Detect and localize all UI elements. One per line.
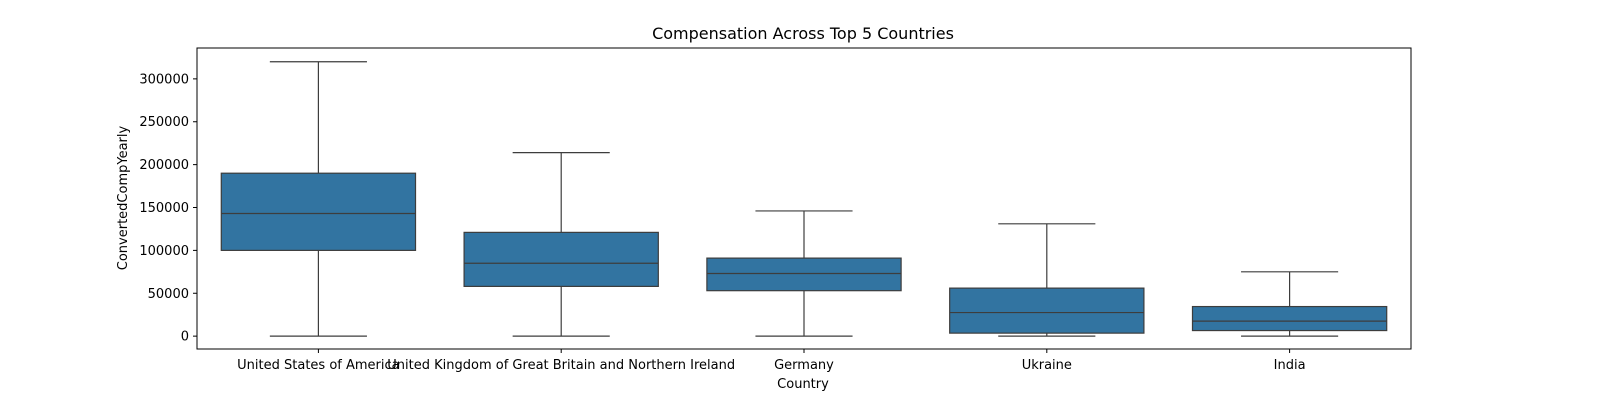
y-tick-label: 100000 <box>139 244 189 259</box>
y-axis: 0 50000 100000 150000 200000 250000 300000 <box>139 72 197 345</box>
iqr-box <box>1191 305 1388 332</box>
box-group <box>1191 271 1388 337</box>
x-tick-label: Ukraine <box>1022 358 1072 373</box>
iqr-box <box>220 172 417 251</box>
chart-title: Compensation Across Top 5 Countries <box>652 24 954 43</box>
box-group <box>463 152 659 337</box>
y-tick-label: 0 <box>181 330 189 345</box>
y-tick-label: 200000 <box>139 158 189 173</box>
y-tick-label: 300000 <box>139 72 189 87</box>
y-tick-label: 250000 <box>139 115 189 130</box>
box-group <box>220 61 417 337</box>
y-tick-label: 150000 <box>139 201 189 216</box>
iqr-box <box>949 287 1145 334</box>
iqr-box <box>706 257 902 292</box>
x-axis-label: Country <box>777 377 829 392</box>
y-axis-label: ConvertedCompYearly <box>116 125 131 270</box>
box-group <box>949 223 1145 337</box>
iqr-box <box>463 231 659 287</box>
x-tick-label: India <box>1274 358 1306 373</box>
x-tick-label: United Kingdom of Great Britain and Nort… <box>387 358 735 373</box>
box-group <box>706 210 902 337</box>
x-tick-label: Germany <box>774 358 834 373</box>
x-tick-label: United States of America <box>237 358 399 373</box>
plot-area <box>196 47 1412 350</box>
y-tick-label: 50000 <box>148 287 189 302</box>
